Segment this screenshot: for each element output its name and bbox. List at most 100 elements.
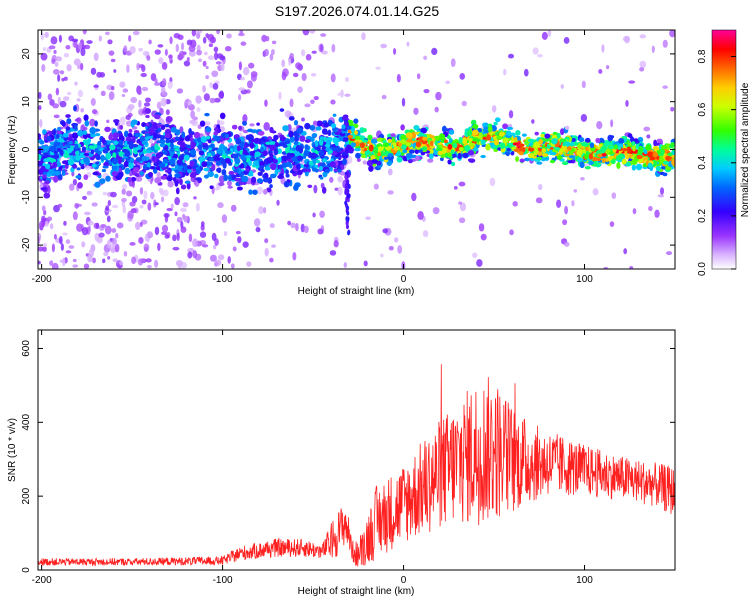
spectrogram-noise-cell [422,230,429,238]
spectrogram-noise-cell [61,77,65,82]
spectrogram-noise-cell [77,89,84,98]
spectrogram-noise-cell [651,45,655,54]
spectrogram-ridge-cell [113,119,120,124]
spectrogram-ridge-cell [77,182,83,189]
spectrogram-ridge-cell [515,130,521,136]
spectrogram-noise-cell [135,175,143,182]
spectrogram-ridge-cell [190,172,197,178]
spectrogram-ridge-cell [429,153,434,160]
spectrogram-ridge-cell [245,155,252,159]
spectrogram-ridge-cell [180,184,187,190]
spectrogram-ridge-cell [260,168,265,173]
spectrogram-noise-cell [123,45,128,53]
spectrogram-ridge-cell [190,141,196,149]
spectrogram-ridge-cell [660,145,668,150]
spectrogram-ridge-cell [564,125,570,130]
spectrogram-noise-cell [59,70,65,75]
spectrogram-ridge-cell [252,189,258,195]
spectrogram-noise-cell [112,258,118,263]
snr-x-ticks: -200 -100 0 100 [32,330,593,586]
spectrogram-noise-cell [109,244,117,254]
spectrogram-noise-cell [106,119,110,124]
spectrogram-ridge-cell [551,137,558,145]
spectrogram-noise-cell [216,119,220,125]
spectrogram-ridge-cell [168,158,176,166]
spectrogram-ridge-cell [396,156,403,163]
spectrogram-noise-cell [507,124,513,128]
spectrogram-ridge-cell [236,186,243,191]
spectrogram-ridge-cell [598,143,603,147]
spectrogram-noise-cell [387,168,393,176]
spectrogram-noise-cell [104,225,112,235]
spectrogram-ridge-cell [127,177,132,183]
spectrogram-noise-cell [202,85,206,93]
spectrogram-ridge-cell [88,145,95,150]
spectrogram-ridge-cell [56,147,62,152]
spectrogram-ridge-cell [329,166,333,172]
spectrogram-noise-cell [203,121,211,126]
spectrogram-ridge-cell [83,174,89,181]
spectrogram-noise-cell [87,220,94,226]
spectrogram-noise-cell [104,31,110,36]
spectrogram-ridge-cell [656,138,663,143]
spectrogram-ridge-cell [288,130,294,138]
spectrogram-noise-cell [156,101,162,110]
spectrogram-ridge-cell [141,155,148,162]
spectrogram-noise-cell [39,118,43,128]
spectrogram-noise-cell [138,64,145,69]
spectrogram-ridge-cell [282,125,289,132]
spectrogram-ridge-cell [327,129,332,137]
spectrogram-ridge-cell [527,153,535,159]
spectrogram-y-tick-label: -20 [21,237,32,252]
spectrogram-noise-cell [146,231,154,239]
spectrogram-ridge-cell [569,141,575,147]
spectrogram-ridge-cell [216,167,221,173]
spectrogram-ridge-cell [212,147,220,151]
spectrogram-noise-cell [154,226,160,236]
spectrogram-ridge-cell [204,112,210,117]
spectrogram-ridge-cell [144,136,150,141]
spectrogram-noise-cell [571,200,575,207]
spectrogram-ridge-cell [499,142,506,149]
spectrogram-noise-cell [190,176,197,183]
spectrogram-ridge-cell [429,140,434,147]
spectrogram-ridge-cell [151,155,156,162]
spectrogram-ridge-cell [201,161,208,168]
spectrogram-ridge-cell [339,164,345,171]
spectrogram-streak-cell [345,208,349,214]
spectrogram-noise-cell [121,93,126,97]
spectrogram-ridge-cell [118,140,124,146]
spectrogram-ridge-cell [307,184,313,189]
spectrogram-ridge-cell [119,124,124,130]
spectrogram-noise-cell [165,109,170,116]
colorbar-tick-label: 0.4 [697,155,708,169]
colorbar-label: Normalized spectral amplitude [740,82,750,217]
spectrogram-ridge-cell [625,155,630,160]
spectrogram-ridge-cell [89,127,96,134]
snr-x-label: Height of straight line (km) [298,586,415,597]
spectrogram-ridge-cell [188,128,192,135]
spectrogram-noise-cell [330,99,336,105]
spectrogram-ridge-cell [174,148,180,152]
spectrogram-ridge-cell [447,159,452,165]
spectrogram-noise-cell [269,257,274,263]
spectrogram-ridge-cell [312,120,318,126]
spectrogram-ridge-cell [418,132,425,137]
spectrogram-ridge-cell [245,168,250,172]
spectrogram-noise-cell [242,129,249,134]
spectrogram-ridge-cell [468,138,473,142]
spectrogram-noise-cell [263,122,270,131]
spectrogram-noise-cell [48,45,56,50]
spectrogram-ridge-cell [421,139,428,145]
spectrogram-ridge-cell [265,141,271,145]
spectrogram-noise-cell [269,53,274,61]
spectrogram-noise-cell [340,89,344,98]
spectrogram-noise-cell [209,254,217,262]
spectrogram-ridge-cell [560,128,565,136]
spectrogram-noise-cell [601,44,605,53]
spectrogram-noise-cell [413,107,419,115]
spectrogram-noise-cell [211,232,217,241]
spectrogram-ridge-cell [495,117,501,123]
spectrogram-ridge-cell [286,152,292,160]
spectrogram-ridge-cell [321,186,327,194]
